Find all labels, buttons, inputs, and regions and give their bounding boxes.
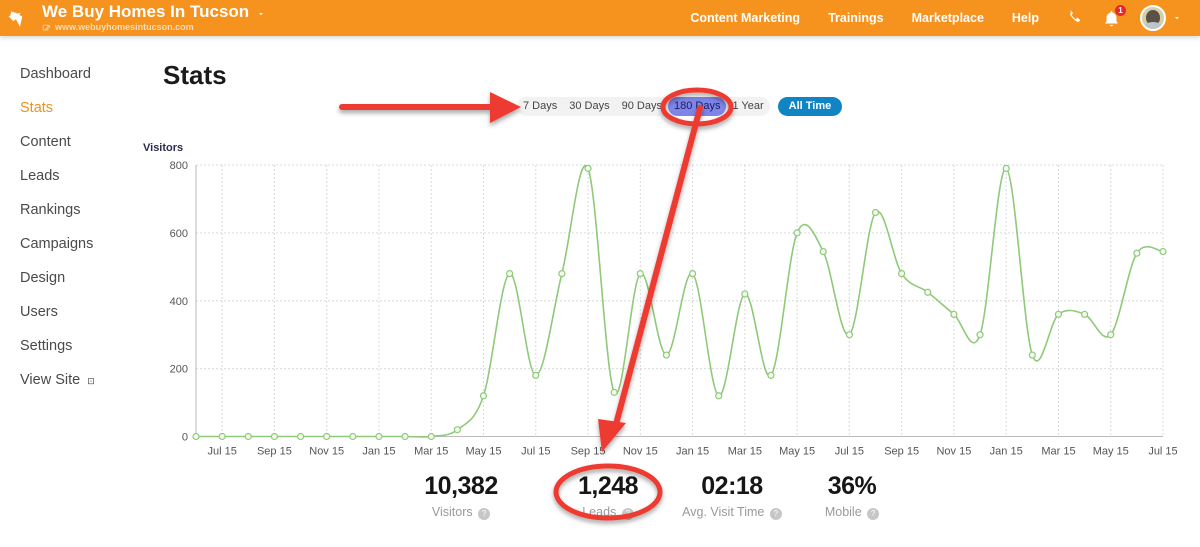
svg-text:Jan 15: Jan 15 [990,446,1023,458]
svg-text:0: 0 [182,432,188,444]
svg-text:Mar 15: Mar 15 [1041,446,1075,458]
svg-text:400: 400 [170,296,188,308]
svg-text:Mar 15: Mar 15 [728,446,762,458]
svg-text:600: 600 [170,228,188,240]
svg-text:Nov 15: Nov 15 [936,446,971,458]
svg-text:800: 800 [170,160,188,172]
svg-text:200: 200 [170,364,188,376]
svg-text:Jul 15: Jul 15 [521,446,550,458]
svg-text:Sep 15: Sep 15 [884,446,919,458]
svg-text:May 15: May 15 [779,446,815,458]
svg-text:Jul 15: Jul 15 [207,446,236,458]
svg-text:Sep 15: Sep 15 [257,446,292,458]
svg-text:Jan 15: Jan 15 [676,446,709,458]
svg-text:Nov 15: Nov 15 [623,446,658,458]
svg-text:Jul 15: Jul 15 [1148,446,1177,458]
svg-text:May 15: May 15 [465,446,501,458]
svg-text:Mar 15: Mar 15 [414,446,448,458]
svg-text:Sep 15: Sep 15 [571,446,606,458]
svg-text:Nov 15: Nov 15 [309,446,344,458]
svg-text:Jul 15: Jul 15 [835,446,864,458]
svg-text:Jan 15: Jan 15 [362,446,395,458]
svg-text:May 15: May 15 [1093,446,1129,458]
